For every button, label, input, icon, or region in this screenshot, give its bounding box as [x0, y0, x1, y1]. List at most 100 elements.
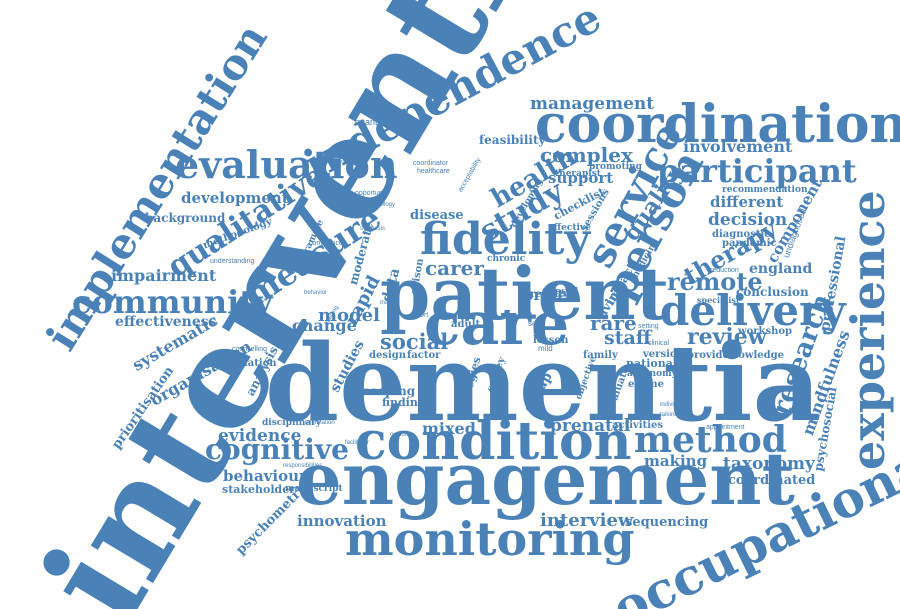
word-coordinator: coordinator [413, 160, 449, 167]
word-model: model [318, 305, 380, 326]
word-population: population [216, 358, 277, 369]
word-result: result [530, 289, 563, 300]
word-management: management [530, 94, 655, 114]
word-design: design [369, 350, 407, 361]
word-effectiveness: effectiveness [115, 314, 217, 330]
word-development: development [181, 189, 289, 207]
word-different: different [710, 193, 784, 211]
word-evaluation: evaluation [175, 142, 398, 187]
word-activities: activities [612, 420, 664, 431]
word-social: social [380, 329, 449, 354]
word-change: change [292, 316, 357, 335]
word-lesson: lesson [533, 335, 569, 346]
word-method: method [634, 419, 787, 461]
word-provider: provider [687, 350, 735, 361]
word-pandemic: pandemic [722, 238, 777, 249]
word-exome: exome [628, 379, 664, 390]
word-adult: adult [451, 319, 481, 330]
word-opportunity: opportunity [355, 190, 390, 197]
word-diagnostic: diagnostic [712, 229, 771, 240]
word-chronic: chronic [487, 254, 526, 264]
word-evidence: evidence [218, 426, 302, 446]
word-patient: patient [380, 251, 670, 336]
word-reduction: reduction [710, 267, 739, 274]
word-background: background [145, 211, 226, 225]
word-facilitator: facilitator [345, 440, 370, 446]
word-taxonomy: taxonomy [723, 454, 815, 474]
word-quantitative: quantitative [355, 117, 402, 127]
word-workshop: workshop [738, 326, 793, 337]
word-complex: complex [540, 143, 633, 167]
word-acceptability: acceptability [457, 156, 483, 194]
word-impairment: impairment [111, 266, 217, 285]
word-disciplinary: disciplinary [262, 418, 322, 428]
word-information: information [305, 420, 335, 426]
word-mild: mild [538, 344, 553, 353]
word-conclusion: conclusion [736, 285, 809, 299]
word-remote: remote [667, 267, 763, 296]
word-therapist: therapist [555, 169, 601, 179]
word-interview: interview [540, 510, 634, 531]
word-effective: effective [548, 223, 591, 233]
word-knowledge: knowledge [724, 350, 784, 361]
word-counselling: counselling [232, 346, 268, 353]
word-tailored: tailored [660, 412, 680, 418]
word-technology: technology [366, 202, 396, 208]
word-understanding: understanding [210, 258, 255, 265]
word-healthcare: healthcare [417, 168, 450, 175]
word-family: family [583, 350, 618, 361]
word-carer: carer [425, 256, 484, 280]
word-manual: manual [380, 300, 400, 306]
word-specialist: specialist [697, 295, 740, 305]
word-appointment: appointment [706, 424, 745, 431]
word-prenatal: prenatal [550, 416, 631, 436]
word-version: version [643, 349, 684, 360]
word-self: self [528, 319, 541, 328]
word-care: care [424, 289, 570, 359]
word-promoting: promoting [589, 162, 642, 172]
word-decision: decision [708, 210, 788, 230]
word-national: national [626, 357, 678, 370]
word-behavior: behavior [304, 290, 328, 296]
word-innovation: innovation [297, 512, 387, 530]
word-dementia: dementia [265, 320, 822, 445]
word-experience: experience [841, 190, 895, 470]
word-england: england [749, 261, 813, 277]
word-condition: condition [355, 411, 632, 472]
word-mixed: mixed [422, 419, 476, 438]
word-sequencing: sequencing [625, 515, 709, 530]
word-making: making [644, 452, 708, 470]
word-staff: staff [604, 327, 652, 349]
word-individual: individual [660, 402, 686, 408]
word-monitoring: monitoring [345, 512, 635, 566]
word-outcome: outcome [390, 432, 414, 438]
word-responsibilities: responsibilities [283, 463, 323, 469]
word-involvement: involvement [683, 137, 793, 156]
word-fidelity: fidelity [420, 214, 591, 265]
word-stakeholder: stakeholder [222, 483, 296, 496]
word-review: review [687, 324, 767, 350]
word-report: report [410, 312, 429, 319]
word-clinical: clinical [648, 340, 670, 347]
word-scoping: scoping [363, 384, 416, 398]
word-behaviour: behaviour [223, 467, 307, 485]
word-based: based [549, 287, 579, 297]
word-coordination: coordination [535, 94, 900, 155]
word-feasibility: feasibility [479, 133, 546, 147]
word-participant: participant [657, 152, 857, 190]
word-disease: disease [410, 208, 464, 223]
word-rare: rare [590, 311, 637, 335]
word-engagement: engagement [296, 436, 795, 521]
word-coordinated: coordinated [728, 473, 816, 488]
word-support: support [548, 169, 614, 187]
word-delivery: delivery [660, 286, 846, 335]
word-recommendation: recommendation [722, 185, 808, 195]
word-autonomy: autonomy [627, 369, 677, 379]
word-cognitive: cognitive [205, 433, 349, 466]
word-setting: setting [638, 323, 659, 330]
word-finding: finding [382, 396, 426, 409]
word-manuscript: manuscript [285, 484, 343, 494]
word-community: community [72, 283, 273, 321]
word-synthesis: synthesis [360, 226, 386, 232]
